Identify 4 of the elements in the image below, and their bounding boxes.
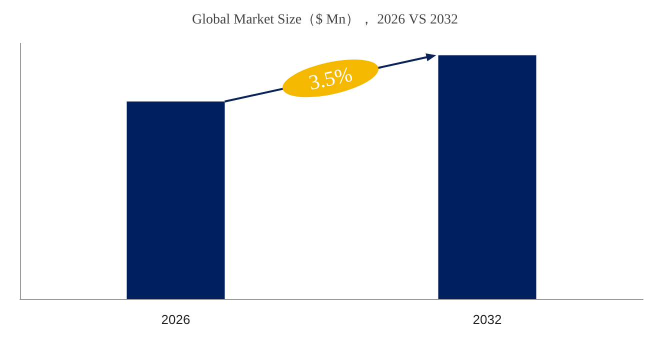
annotation: 3.5%: [306, 62, 354, 95]
x-tick-label: 2026: [161, 312, 190, 327]
x-tick-label: 2032: [472, 312, 502, 327]
chart-title: Global Market Size（$ Mn）， 2026 VS 2032: [192, 12, 458, 28]
